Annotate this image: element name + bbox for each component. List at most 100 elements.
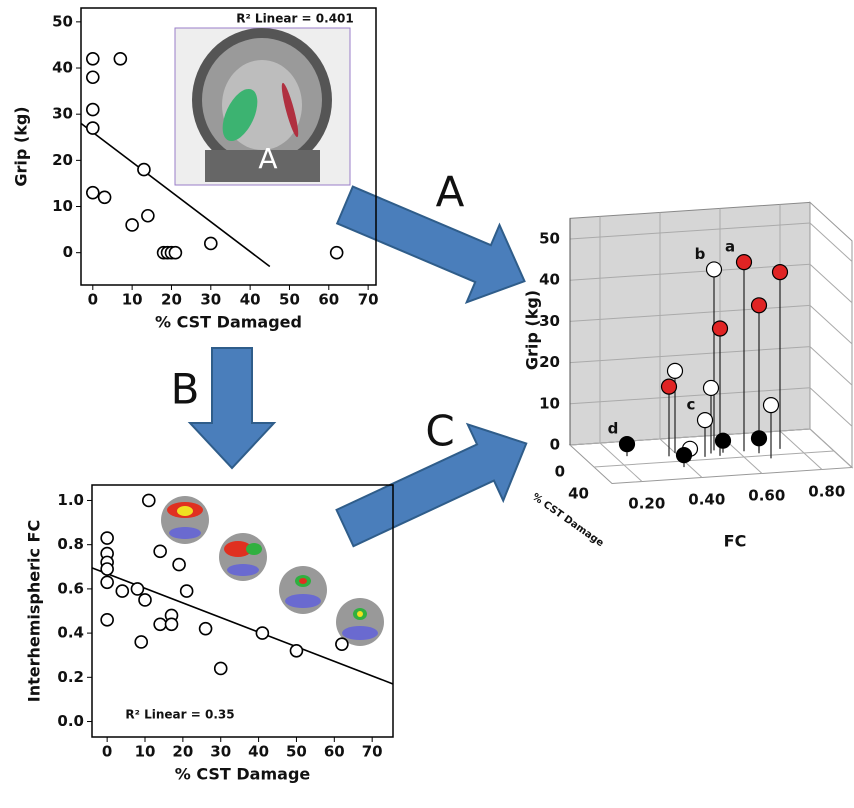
point xyxy=(620,437,635,452)
point xyxy=(114,53,126,65)
point xyxy=(704,380,719,395)
point xyxy=(713,321,728,336)
annotation: R² Linear = 0.35 xyxy=(125,708,234,722)
point xyxy=(200,623,212,635)
y-tick-label: 30 xyxy=(539,312,560,330)
x-tick-label: 60 xyxy=(324,743,345,761)
point xyxy=(764,398,779,413)
x-tick-label: 50 xyxy=(286,743,307,761)
point xyxy=(677,448,692,463)
point xyxy=(716,433,731,448)
point xyxy=(698,413,713,428)
point xyxy=(131,583,143,595)
point xyxy=(215,662,227,674)
y-tick-label: 0 xyxy=(550,436,560,454)
point-label: c xyxy=(687,396,696,414)
point xyxy=(101,614,113,626)
point xyxy=(256,627,268,639)
y-tick-label: 1.0 xyxy=(57,491,84,509)
point xyxy=(752,298,767,313)
y-tick-label: 0 xyxy=(63,243,73,261)
grid-line xyxy=(810,305,852,344)
x-axis-title: FC xyxy=(724,532,747,551)
arrow-b xyxy=(190,348,274,468)
point xyxy=(773,265,788,280)
x-axis-title: % CST Damage xyxy=(175,765,311,784)
brain-image: A xyxy=(175,28,350,185)
x-tick-label: 40 xyxy=(248,743,269,761)
point xyxy=(154,618,166,630)
y-tick-label: 50 xyxy=(539,230,560,248)
point xyxy=(135,636,147,648)
x-tick-label: 0.80 xyxy=(808,482,845,500)
point xyxy=(87,187,99,199)
y-axis-title: Interhemispheric FC xyxy=(25,520,44,702)
point xyxy=(173,559,185,571)
point xyxy=(169,247,181,259)
y-tick-label: 0.8 xyxy=(57,535,84,553)
point-label: b xyxy=(695,245,706,263)
y-axis-title: Grip (kg) xyxy=(523,290,542,370)
y-tick-label: 20 xyxy=(52,151,73,169)
point xyxy=(662,379,677,394)
y-tick-label: 40 xyxy=(539,271,560,289)
arrow-label: A xyxy=(436,168,465,217)
point xyxy=(154,545,166,557)
grid-line xyxy=(780,431,822,470)
grid-line xyxy=(810,388,852,427)
y-tick-label: 20 xyxy=(539,353,560,371)
x-tick-label: 40 xyxy=(240,291,261,309)
x-tick-label: 20 xyxy=(172,743,193,761)
point xyxy=(138,164,150,176)
point xyxy=(87,71,99,83)
y-tick-label: 0.6 xyxy=(57,579,84,597)
x-tick-label: 10 xyxy=(122,291,143,309)
x-tick-label: 0 xyxy=(102,743,112,761)
point-label: d xyxy=(608,420,619,438)
point xyxy=(101,576,113,588)
x-tick-label: 50 xyxy=(279,291,300,309)
point xyxy=(116,585,128,597)
y-axis-title: Grip (kg) xyxy=(12,106,31,186)
point xyxy=(290,645,302,657)
point xyxy=(87,122,99,134)
x-tick-label: 70 xyxy=(362,743,383,761)
point xyxy=(205,237,217,249)
point xyxy=(336,638,348,650)
annotation: R² Linear = 0.401 xyxy=(236,12,354,26)
point xyxy=(126,219,138,231)
point xyxy=(668,363,683,378)
y-tick-label: 50 xyxy=(52,12,73,30)
x-tick-label: 0.60 xyxy=(748,486,785,504)
z-tick-label: 0 xyxy=(555,463,565,481)
x-tick-label: 20 xyxy=(161,291,182,309)
x-tick-label: 30 xyxy=(210,743,231,761)
image-label: A xyxy=(258,142,277,175)
arrows xyxy=(190,166,544,566)
point xyxy=(101,563,113,575)
arrow-label: C xyxy=(425,407,454,456)
point xyxy=(99,191,111,203)
grid-line xyxy=(810,223,852,262)
grid-line xyxy=(810,264,852,303)
y-tick-label: 0.0 xyxy=(57,712,84,730)
x-tick-label: 0 xyxy=(88,291,98,309)
point xyxy=(87,53,99,65)
y-tick-label: 30 xyxy=(52,105,73,123)
x-tick-label: 70 xyxy=(358,291,379,309)
x-tick-label: 0.20 xyxy=(628,494,665,512)
grid-line xyxy=(810,429,852,468)
point xyxy=(752,431,767,446)
x-tick-label: 10 xyxy=(135,743,156,761)
z-tick-label: 40 xyxy=(568,485,589,503)
point-label: a xyxy=(725,238,735,256)
point xyxy=(331,247,343,259)
grid-line xyxy=(594,451,834,467)
grid-line xyxy=(810,347,852,386)
arrow-label: B xyxy=(171,365,200,414)
point xyxy=(139,594,151,606)
point xyxy=(142,210,154,222)
x-tick-label: 0.40 xyxy=(688,490,725,508)
y-tick-label: 0.2 xyxy=(57,668,84,686)
figure: A B C A 0 10 20 30 40 50 0 10 20 30 40 50 60 70 % CST … xyxy=(0,0,854,804)
